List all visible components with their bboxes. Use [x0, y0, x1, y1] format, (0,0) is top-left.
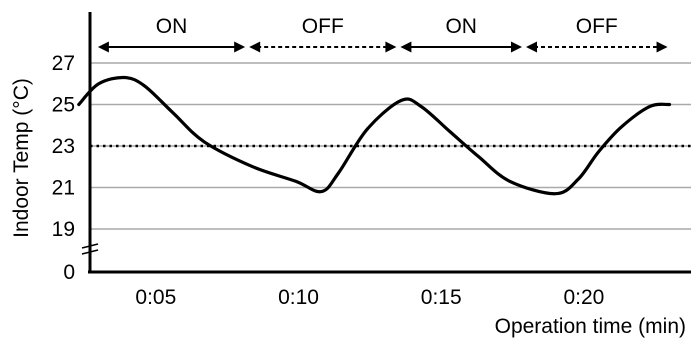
x-tick-label: 0:05: [135, 286, 176, 309]
x-axis-label: Operation time (min): [495, 315, 686, 338]
phase-arrow-head-right: [510, 41, 522, 53]
y-tick-label: 25: [52, 94, 75, 117]
series-line-indoor-temp: [77, 75, 672, 196]
phase-arrow-head-right: [385, 41, 397, 53]
phase-label: ON: [156, 15, 188, 38]
y-tick-label: 19: [52, 218, 75, 241]
series-layer: [77, 75, 672, 196]
y-tick-label: 23: [52, 135, 75, 158]
phase-arrow-head-left: [249, 41, 261, 53]
y-tick-label: 27: [52, 52, 75, 75]
phase-label: ON: [445, 15, 477, 38]
phase-label: OFF: [576, 15, 618, 38]
phase-off-3: OFF: [525, 15, 668, 53]
phase-label: OFF: [302, 15, 344, 38]
phase-arrow-head-right: [656, 41, 668, 53]
y-axis-break-mark: [81, 249, 99, 255]
x-tick-label: 0:15: [421, 286, 462, 309]
phase-arrow-head-left: [525, 41, 537, 53]
phase-off-1: OFF: [249, 15, 397, 53]
y-axis-break-mark: [81, 243, 99, 249]
axes: [88, 12, 691, 274]
phase-on-2: ON: [400, 15, 522, 53]
phase-annotations: ON OFF ON OFF: [97, 15, 668, 53]
tick-labels: 0 19 21 23 25 27 0:05 0:10 0:15 0:20: [52, 52, 605, 309]
phase-arrow-head-left: [400, 41, 412, 53]
grid-layer: [90, 62, 691, 230]
x-tick-label: 0:20: [563, 286, 604, 309]
y-axis-label: Indoor Temp (°C): [10, 78, 33, 238]
phase-on-0: ON: [97, 15, 246, 53]
x-tick-label: 0:10: [278, 286, 319, 309]
y-tick-label: 0: [63, 261, 75, 284]
y-tick-label: 21: [52, 177, 75, 200]
phase-arrow-head-right: [234, 41, 246, 53]
phase-arrow-head-left: [97, 41, 109, 53]
